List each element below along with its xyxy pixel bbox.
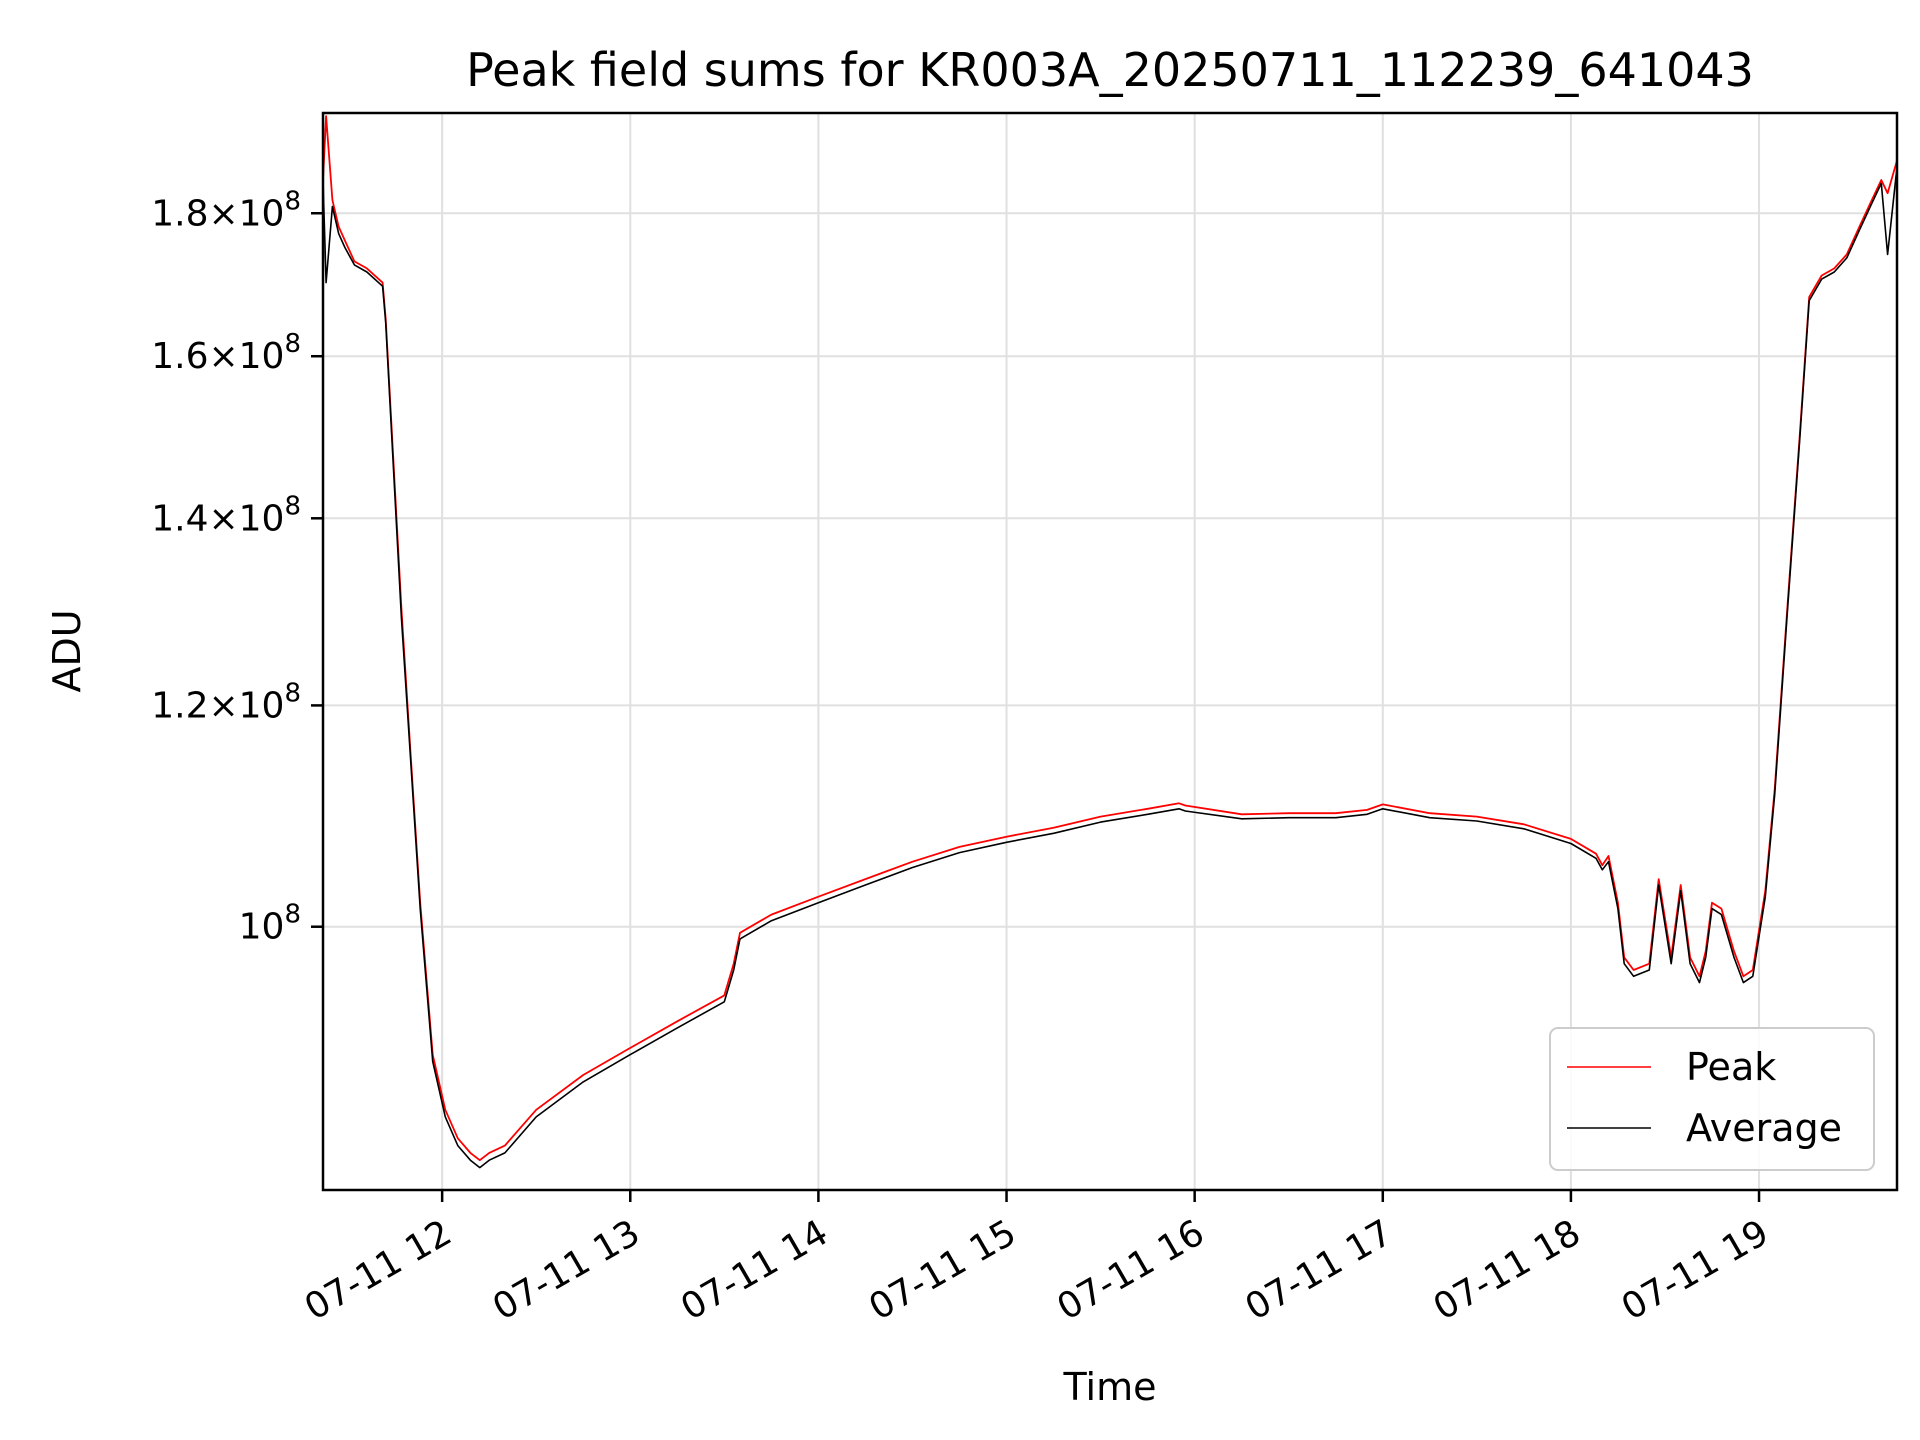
plot-series — [323, 115, 1897, 1169]
y-tick-label: 108 — [239, 900, 301, 948]
plot-frame — [321, 111, 1899, 1192]
chart-title: Peak field sums for KR003A_20250711_1122… — [466, 43, 1754, 97]
series-line-average — [323, 166, 1897, 1169]
x-axis-title: Time — [1063, 1365, 1157, 1409]
legend: Peak Average — [1549, 1027, 1875, 1171]
legend-label-average: Average — [1686, 1106, 1842, 1150]
y-tick-label: 1.6×108 — [151, 329, 301, 377]
grid-lines — [323, 113, 1897, 1190]
legend-box — [1549, 1027, 1875, 1171]
y-tick-label: 1.8×108 — [151, 186, 301, 234]
legend-label-peak: Peak — [1686, 1045, 1776, 1089]
y-tick-label: 1.2×108 — [151, 678, 301, 726]
y-axis-title: ADU — [45, 609, 89, 692]
y-tick-label: 1.4×108 — [151, 491, 301, 539]
